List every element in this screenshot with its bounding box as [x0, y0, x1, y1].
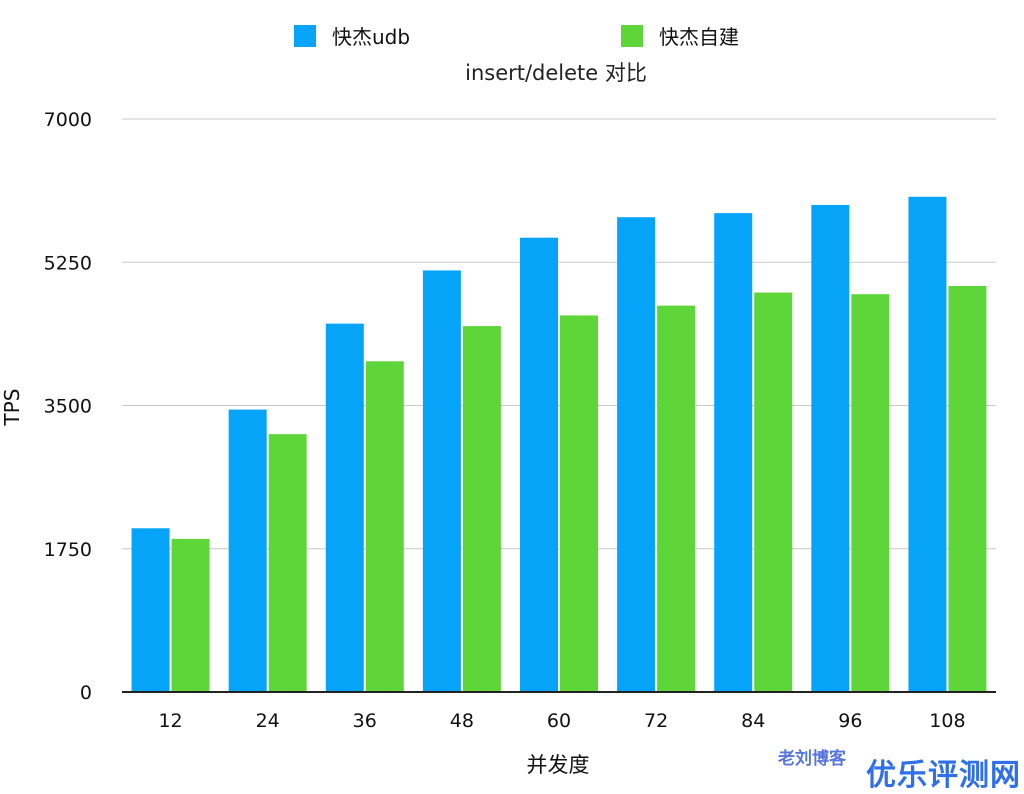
y-tick-label: 3500 — [44, 396, 92, 418]
bar-self-built-36 — [365, 361, 404, 692]
legend-label: 快杰自建 — [659, 25, 739, 49]
bar-udb-36 — [325, 323, 364, 692]
bar-self-built-24 — [268, 434, 307, 692]
bar-self-built-96 — [851, 294, 890, 692]
x-tick-label: 84 — [741, 710, 765, 732]
x-tick-label: 108 — [929, 710, 965, 732]
x-tick-label: 96 — [838, 710, 862, 732]
gridlines — [122, 118, 996, 550]
bar-self-built-108 — [948, 285, 987, 692]
legend: 快杰udb 快杰自建 — [294, 25, 739, 49]
x-tick-label: 72 — [644, 710, 668, 732]
bar-udb-72 — [617, 217, 656, 692]
watermark-blog: 老刘博客 — [778, 749, 846, 769]
legend-swatch — [294, 25, 316, 47]
bar-self-built-48 — [462, 326, 501, 692]
bars — [131, 196, 987, 692]
bar-udb-84 — [714, 213, 753, 692]
bar-udb-48 — [422, 270, 461, 692]
bar-self-built-60 — [560, 315, 598, 692]
bar-udb-60 — [520, 237, 558, 692]
bar-udb-108 — [908, 196, 947, 692]
x-axis-label: 并发度 — [527, 753, 590, 777]
x-tick-label: 48 — [450, 710, 474, 732]
x-tick-label: 12 — [158, 710, 182, 732]
y-tick-label: 7000 — [44, 109, 92, 131]
x-axis-ticks: 12 24 36 48 60 72 84 96 108 — [158, 710, 965, 732]
x-tick-label: 60 — [547, 710, 571, 732]
watermark-site: 优乐评测网 — [866, 758, 1021, 793]
bar-self-built-72 — [657, 305, 696, 692]
y-axis-ticks: 0 1750 3500 5250 7000 — [44, 109, 92, 704]
legend-swatch — [621, 25, 643, 47]
y-axis-label: TPS — [0, 389, 24, 427]
y-tick-label: 1750 — [44, 539, 92, 561]
y-tick-label: 5250 — [44, 252, 92, 274]
x-tick-label: 36 — [353, 710, 377, 732]
bar-self-built-84 — [754, 292, 793, 692]
x-tick-label: 24 — [256, 710, 280, 732]
bar-udb-24 — [228, 409, 267, 692]
y-tick-label: 0 — [80, 682, 92, 704]
bar-udb-12 — [131, 528, 170, 692]
legend-label: 快杰udb — [332, 25, 410, 49]
bar-self-built-12 — [171, 538, 210, 692]
bar-udb-96 — [811, 204, 850, 692]
chart-title: insert/delete 对比 — [465, 61, 647, 85]
